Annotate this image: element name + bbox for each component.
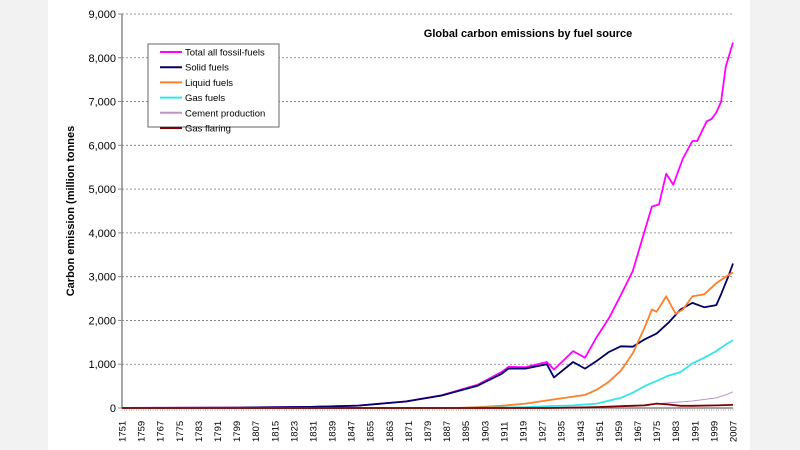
y-tick-label: 6,000 xyxy=(88,140,116,152)
x-tick-label: 1927 xyxy=(538,421,549,442)
x-tick-label: 1959 xyxy=(614,421,625,442)
x-tick-label: 1895 xyxy=(461,421,472,442)
x-tick-label: 1911 xyxy=(499,422,510,442)
x-tick-label: 1975 xyxy=(652,421,663,442)
y-tick-label: 8,000 xyxy=(88,53,116,65)
x-tick-label: 1823 xyxy=(289,421,300,442)
x-tick-label: 1919 xyxy=(518,421,529,442)
series-line xyxy=(121,263,734,409)
y-tick-label: 2,000 xyxy=(88,315,116,327)
x-tick-label: 1991 xyxy=(690,421,701,442)
x-tick-label: 1879 xyxy=(423,421,434,442)
y-tick-label: 0 xyxy=(110,403,116,415)
x-tick-label: 1759 xyxy=(137,421,148,442)
chart-title: Global carbon emissions by fuel source xyxy=(424,28,632,40)
legend-label: Liquid fuels xyxy=(185,78,233,89)
legend: Total all fossil-fuels Solid fuels Liquid … xyxy=(147,43,280,135)
y-tick-label: 4,000 xyxy=(88,228,116,240)
x-tick-label: 1839 xyxy=(328,421,339,442)
x-tick-label: 1783 xyxy=(194,421,205,442)
x-tick-label: 1751 xyxy=(118,421,129,442)
series-line xyxy=(122,402,734,409)
x-tick-label: 1855 xyxy=(366,421,377,442)
x-tick-label: 1999 xyxy=(709,421,720,442)
legend-label: Solid fuels xyxy=(185,63,229,74)
x-tick-label: 1951 xyxy=(595,421,606,442)
y-tick-label: 5,000 xyxy=(88,184,116,196)
x-tick-label: 1887 xyxy=(442,421,453,442)
legend-label: Cement production xyxy=(185,108,265,119)
legend-label: Gas flaring xyxy=(185,124,231,135)
x-tick-label: 1967 xyxy=(633,421,644,442)
x-tick-label: 1943 xyxy=(576,421,587,442)
series-line xyxy=(122,271,734,409)
legend-label: Total all fossil-fuels xyxy=(185,48,265,59)
y-tick-label: 9,000 xyxy=(88,9,116,21)
legend-label: Gas fuels xyxy=(185,93,225,104)
x-tick-label: 1983 xyxy=(671,421,682,442)
x-tick-label: 1767 xyxy=(156,421,167,442)
x-tick-label: 1935 xyxy=(557,421,568,442)
x-tick-label: 1807 xyxy=(251,421,262,442)
x-tick-label: 1863 xyxy=(385,421,396,442)
x-tick-label: 2007 xyxy=(729,421,740,442)
y-tick-label: 7,000 xyxy=(88,97,116,109)
x-tick-label: 1903 xyxy=(480,421,491,442)
x-tick-label: 1815 xyxy=(270,421,281,442)
y-axis-label: Carbon emission (million tonnes xyxy=(65,126,77,297)
y-tick-label: 1,000 xyxy=(88,359,116,371)
x-tick-label: 1791 xyxy=(213,421,224,442)
x-tick-label: 1775 xyxy=(175,421,186,442)
x-tick-label: 1799 xyxy=(232,421,243,442)
x-tick-label: 1847 xyxy=(347,421,358,442)
x-tick-label: 1871 xyxy=(404,421,415,442)
x-tick-label: 1831 xyxy=(308,421,319,442)
y-tick-label: 3,000 xyxy=(88,272,116,284)
